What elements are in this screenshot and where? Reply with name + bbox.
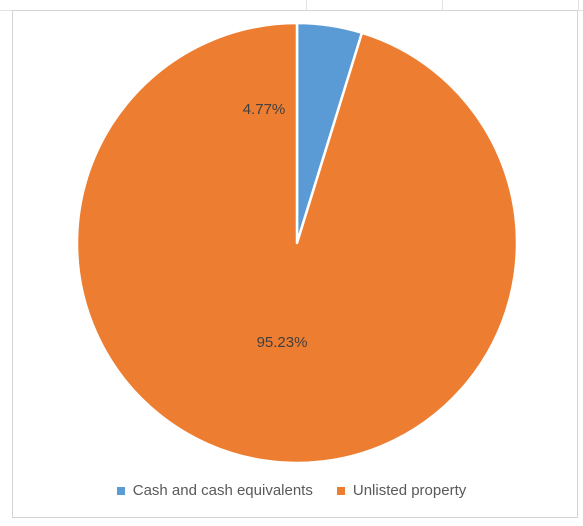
legend-item-unlisted-property: Unlisted property [336, 482, 467, 499]
legend-swatch-cash [116, 486, 125, 495]
legend-label-cash: Cash and cash equivalents [132, 482, 313, 499]
legend-label-unlisted-property: Unlisted property [352, 482, 467, 499]
data-label-cash: 4.77% [243, 101, 286, 118]
grid-column-divider [578, 0, 579, 10]
grid-column-divider [306, 0, 307, 10]
legend-swatch-unlisted-property [336, 486, 345, 495]
chart-legend: Cash and cash equivalents Unlisted prope… [0, 482, 583, 499]
legend-item-cash: Cash and cash equivalents [116, 482, 313, 499]
data-label-unlisted-property: 95.23% [257, 334, 308, 351]
grid-column-divider [442, 0, 443, 10]
pie-slice-unlisted-property[interactable] [75, 21, 519, 465]
